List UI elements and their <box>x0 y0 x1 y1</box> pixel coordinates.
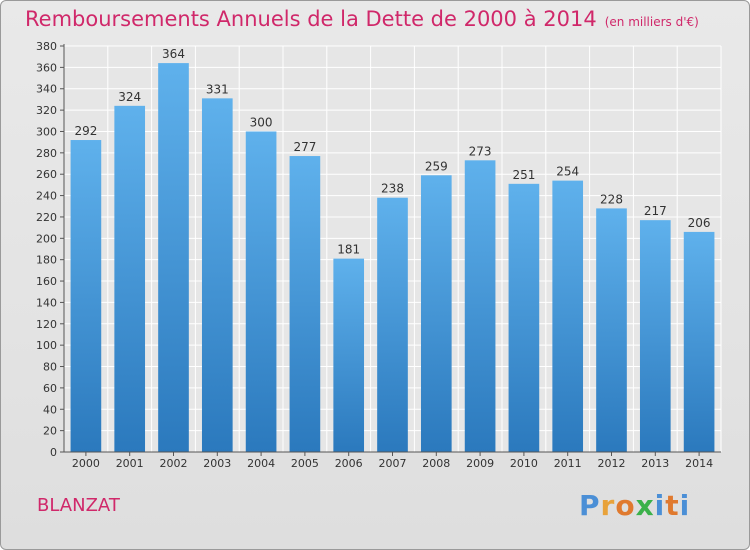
bar-value-label: 217 <box>644 204 667 218</box>
bar <box>639 220 671 452</box>
y-tick-label: 360 <box>36 61 57 74</box>
axes-group: 0 20 40 60 80 100 120 140 160 180 200 220 240 260 280 3… <box>36 40 721 470</box>
bar-value-label: 324 <box>118 90 141 104</box>
bar <box>333 258 365 452</box>
bar <box>377 197 408 452</box>
y-tick-label: 340 <box>36 83 57 96</box>
chart-unit: (en milliers d'€) <box>604 15 699 29</box>
bar <box>70 140 102 452</box>
x-tick-label: 2002 <box>160 457 188 470</box>
bar <box>683 231 715 452</box>
y-tick-label: 320 <box>36 104 57 117</box>
y-tick-label: 80 <box>43 361 57 374</box>
y-tick-label: 300 <box>36 125 57 138</box>
logo-letter: o <box>615 489 636 522</box>
y-tick-label: 140 <box>36 296 57 309</box>
logo-letter: x <box>635 489 655 522</box>
bar-value-label: 273 <box>469 144 492 158</box>
logo-letter: r <box>600 489 616 522</box>
bars-group: 292 324 364 331 300 277 181 238 259 273 251 254 228 2… <box>70 47 715 453</box>
bar-value-label: 277 <box>293 140 316 154</box>
x-tick-label: 2000 <box>72 457 100 470</box>
bar <box>508 183 540 453</box>
logo-letter: P <box>579 489 601 522</box>
y-tick-label: 60 <box>43 382 57 395</box>
bar-value-label: 300 <box>250 115 273 129</box>
bar <box>201 98 233 452</box>
x-tick-label: 2008 <box>422 457 450 470</box>
x-tick-label: 2014 <box>685 457 713 470</box>
y-tick-label: 20 <box>43 425 57 438</box>
x-tick-label: 2012 <box>598 457 626 470</box>
y-tick-label: 240 <box>36 190 57 203</box>
y-tick-label: 0 <box>50 446 57 459</box>
bar <box>245 131 277 452</box>
bar-value-label: 259 <box>425 159 448 173</box>
bar-value-label: 331 <box>206 82 229 96</box>
logo-letter: i <box>654 489 666 522</box>
y-tick-label: 220 <box>36 211 57 224</box>
logo-letter: t <box>665 489 680 522</box>
bar-value-label: 206 <box>688 216 711 230</box>
x-tick-label: 2001 <box>116 457 144 470</box>
x-tick-label: 2007 <box>379 457 407 470</box>
x-tick-label: 2004 <box>247 457 275 470</box>
y-tick-label: 180 <box>36 254 57 267</box>
proxiti-logo[interactable]: Proxiti <box>579 489 690 522</box>
bar <box>158 63 189 453</box>
y-tick-label: 120 <box>36 318 57 331</box>
bar-value-label: 292 <box>74 124 97 138</box>
bar <box>596 208 627 452</box>
y-tick-label: 40 <box>43 403 57 416</box>
bar-value-label: 238 <box>381 182 404 196</box>
x-tick-label: 2006 <box>335 457 363 470</box>
y-tick-label: 200 <box>36 232 57 245</box>
bar <box>289 156 321 452</box>
y-tick-label: 280 <box>36 147 57 160</box>
y-tick-label: 100 <box>36 339 57 352</box>
x-tick-label: 2005 <box>291 457 319 470</box>
x-tick-label: 2009 <box>466 457 494 470</box>
chart-title: Remboursements Annuels de la Dette de 20… <box>25 7 699 31</box>
bar-value-label: 181 <box>337 243 360 257</box>
bar <box>552 180 584 453</box>
y-tick-label: 380 <box>36 40 57 53</box>
y-tick-label: 260 <box>36 168 57 181</box>
chart-title-text: Remboursements Annuels de la Dette de 20… <box>25 7 597 31</box>
x-tick-label: 2011 <box>554 457 582 470</box>
bar-value-label: 254 <box>556 165 579 179</box>
bar <box>420 175 452 453</box>
bar <box>464 160 496 453</box>
y-tick-label: 160 <box>36 275 57 288</box>
bar-value-label: 364 <box>162 47 185 61</box>
logo-letter: i <box>679 489 691 522</box>
bar <box>114 105 146 453</box>
city-name: BLANZAT <box>37 495 120 516</box>
x-tick-label: 2010 <box>510 457 538 470</box>
x-tick-label: 2003 <box>203 457 231 470</box>
bar-value-label: 228 <box>600 192 623 206</box>
bar-value-label: 251 <box>512 168 535 182</box>
x-tick-label: 2013 <box>641 457 669 470</box>
